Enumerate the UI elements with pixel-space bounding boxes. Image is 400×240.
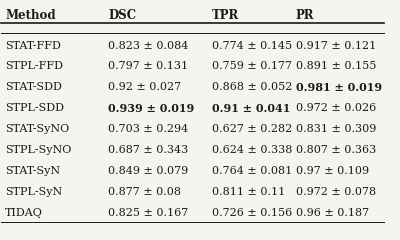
Text: DSC: DSC xyxy=(108,8,136,22)
Text: STAT-SyN: STAT-SyN xyxy=(5,166,60,176)
Text: PR: PR xyxy=(296,8,314,22)
Text: 0.868 ± 0.052: 0.868 ± 0.052 xyxy=(212,82,292,92)
Text: 0.939 ± 0.019: 0.939 ± 0.019 xyxy=(108,103,195,114)
Text: STPL-FFD: STPL-FFD xyxy=(5,61,63,72)
Text: 0.726 ± 0.156: 0.726 ± 0.156 xyxy=(212,208,292,217)
Text: 0.797 ± 0.131: 0.797 ± 0.131 xyxy=(108,61,188,72)
Text: 0.917 ± 0.121: 0.917 ± 0.121 xyxy=(296,41,376,51)
Text: 0.831 ± 0.309: 0.831 ± 0.309 xyxy=(296,124,376,134)
Text: 0.972 ± 0.026: 0.972 ± 0.026 xyxy=(296,103,376,113)
Text: 0.91 ± 0.041: 0.91 ± 0.041 xyxy=(212,103,290,114)
Text: STAT-SDD: STAT-SDD xyxy=(5,82,62,92)
Text: 0.774 ± 0.145: 0.774 ± 0.145 xyxy=(212,41,292,51)
Text: 0.849 ± 0.079: 0.849 ± 0.079 xyxy=(108,166,189,176)
Text: TPR: TPR xyxy=(212,8,239,22)
Text: 0.811 ± 0.11: 0.811 ± 0.11 xyxy=(212,187,285,197)
Text: 0.981 ± 0.019: 0.981 ± 0.019 xyxy=(296,82,382,93)
Text: STPL-SyNO: STPL-SyNO xyxy=(5,145,72,155)
Text: 0.627 ± 0.282: 0.627 ± 0.282 xyxy=(212,124,292,134)
Text: 0.825 ± 0.167: 0.825 ± 0.167 xyxy=(108,208,189,217)
Text: Method: Method xyxy=(5,8,56,22)
Text: 0.764 ± 0.081: 0.764 ± 0.081 xyxy=(212,166,292,176)
Text: 0.96 ± 0.187: 0.96 ± 0.187 xyxy=(296,208,369,217)
Text: 0.759 ± 0.177: 0.759 ± 0.177 xyxy=(212,61,292,72)
Text: 0.92 ± 0.027: 0.92 ± 0.027 xyxy=(108,82,182,92)
Text: TIDAQ: TIDAQ xyxy=(5,208,43,217)
Text: STAT-SyNO: STAT-SyNO xyxy=(5,124,70,134)
Text: 0.972 ± 0.078: 0.972 ± 0.078 xyxy=(296,187,376,197)
Text: 0.877 ± 0.08: 0.877 ± 0.08 xyxy=(108,187,182,197)
Text: 0.97 ± 0.109: 0.97 ± 0.109 xyxy=(296,166,369,176)
Text: STAT-FFD: STAT-FFD xyxy=(5,41,61,51)
Text: STPL-SDD: STPL-SDD xyxy=(5,103,64,113)
Text: 0.823 ± 0.084: 0.823 ± 0.084 xyxy=(108,41,189,51)
Text: 0.703 ± 0.294: 0.703 ± 0.294 xyxy=(108,124,189,134)
Text: 0.891 ± 0.155: 0.891 ± 0.155 xyxy=(296,61,376,72)
Text: 0.807 ± 0.363: 0.807 ± 0.363 xyxy=(296,145,376,155)
Text: 0.687 ± 0.343: 0.687 ± 0.343 xyxy=(108,145,189,155)
Text: STPL-SyN: STPL-SyN xyxy=(5,187,62,197)
Text: 0.624 ± 0.338: 0.624 ± 0.338 xyxy=(212,145,292,155)
